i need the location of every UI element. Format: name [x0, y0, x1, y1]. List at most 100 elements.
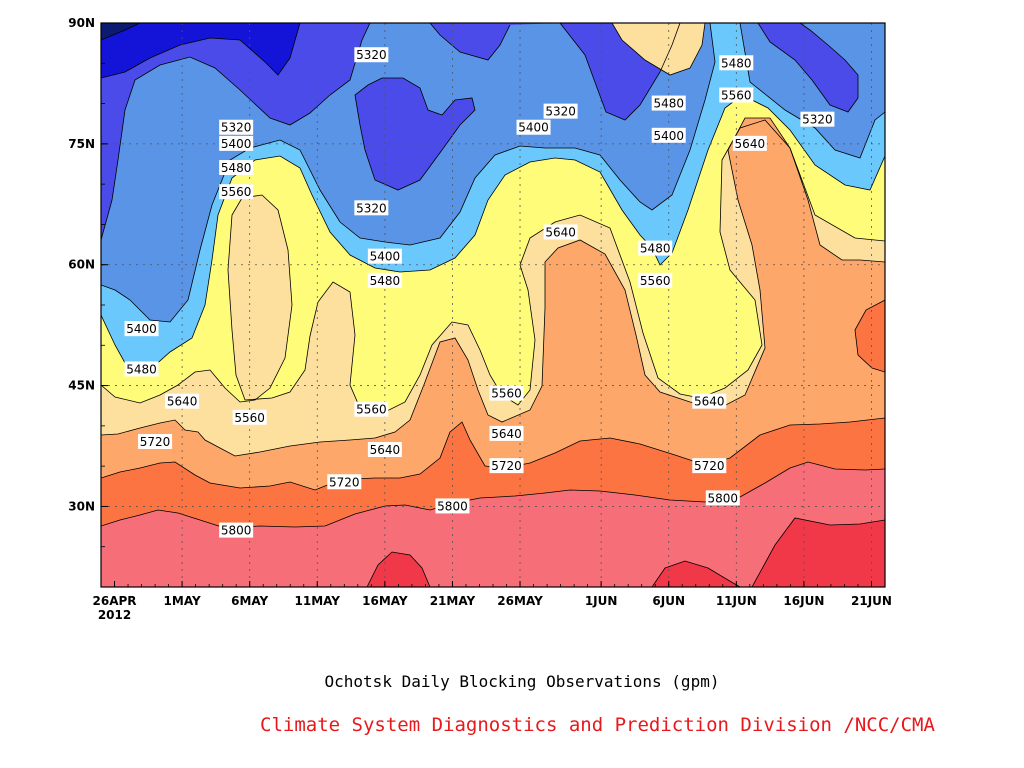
- x-tick-label: 1MAY: [164, 594, 201, 608]
- contour-label: 5720: [692, 458, 727, 474]
- contour-label-text: 5320: [221, 121, 252, 135]
- band-gt-5880-a: [101, 462, 885, 587]
- band-feature-3: [758, 23, 858, 112]
- contour-label: 5400: [516, 119, 551, 135]
- contour-label-text: 5560: [491, 387, 522, 401]
- contour-label-text: 5720: [694, 459, 725, 473]
- contour-label: 5480: [651, 95, 686, 111]
- contour-label: 5800: [219, 522, 254, 538]
- contour-label: 5560: [219, 184, 254, 200]
- contour-label-box: [165, 393, 200, 409]
- contour-label: 5720: [138, 433, 173, 449]
- contour-label: 5320: [543, 103, 578, 119]
- contour-label-box: [219, 184, 254, 200]
- contour-label: 5400: [219, 135, 254, 151]
- y-tick-label: 45N: [68, 379, 95, 393]
- contour-label-box: [651, 127, 686, 143]
- contour-label-text: 5480: [653, 97, 684, 111]
- contour-label-text: 5480: [721, 56, 752, 70]
- y-tick-label: 30N: [68, 499, 95, 513]
- contour-label-box: [219, 160, 254, 176]
- contour-label: 5800: [705, 490, 740, 506]
- contour-label-box: [232, 409, 267, 425]
- contour-label-text: 5560: [640, 274, 671, 288]
- contour-label-text: 5480: [370, 274, 401, 288]
- contour-label-box: [651, 95, 686, 111]
- contour-label: 5400: [124, 321, 159, 337]
- contour-label-box: [327, 474, 362, 490]
- y-tick-label: 90N: [68, 16, 95, 30]
- contour-label-text: 5400: [370, 250, 401, 264]
- contour-label-box: [638, 240, 673, 256]
- x-tick-label: 21MAY: [430, 594, 476, 608]
- contour-label: 5480: [638, 240, 673, 256]
- contour-label-box: [138, 433, 173, 449]
- x-tick-label: 21JUN: [851, 594, 892, 608]
- band-feature-2: [612, 23, 705, 75]
- contour-label: 5640: [489, 425, 524, 441]
- x-tick-label: 16MAY: [362, 594, 408, 608]
- contour-label-text: 5640: [370, 443, 401, 457]
- contour-label: 5560: [719, 87, 754, 103]
- contour-label-box: [543, 103, 578, 119]
- x-tick-label: 11JUN: [716, 594, 757, 608]
- contour-label-box: [124, 361, 159, 377]
- x-year-label: 2012: [98, 608, 131, 622]
- contour-label-text: 5640: [491, 427, 522, 441]
- contour-label-box: [367, 248, 402, 264]
- x-tick-label: 26APR: [93, 594, 137, 608]
- contour-label-text: 5560: [721, 89, 752, 103]
- contour-label: 5320: [800, 111, 835, 127]
- contour-label: 5320: [354, 47, 389, 63]
- contour-label: 5480: [219, 160, 254, 176]
- contour-label-text: 5800: [437, 499, 468, 513]
- contour-label-text: 5400: [518, 121, 549, 135]
- contour-label-box: [367, 442, 402, 458]
- x-tick-label: 16JUN: [783, 594, 824, 608]
- x-tick-label: 6MAY: [231, 594, 268, 608]
- contour-label-text: 5560: [234, 411, 265, 425]
- contour-label-box: [354, 200, 389, 216]
- contour-lines: [101, 23, 885, 587]
- contour-label-text: 5800: [708, 491, 739, 505]
- contour-label-box: [354, 47, 389, 63]
- contour-label-box: [219, 135, 254, 151]
- contour-label: 5640: [367, 442, 402, 458]
- contour-label: 5560: [354, 401, 389, 417]
- contour-label-box: [719, 55, 754, 71]
- x-tick-label: 26MAY: [497, 594, 543, 608]
- contour-label: 5560: [638, 272, 673, 288]
- contour-label-text: 5320: [356, 201, 387, 215]
- contour-label-text: 5480: [640, 242, 671, 256]
- contour-label: 5320: [354, 200, 389, 216]
- contour-label-text: 5480: [126, 362, 157, 376]
- contour-label: 5560: [232, 409, 267, 425]
- contour-label-box: [489, 458, 524, 474]
- band-feature-1: [355, 78, 475, 190]
- contour-label: 5800: [435, 498, 470, 514]
- contour-label-text: 5400: [653, 129, 684, 143]
- contour-label-box: [516, 119, 551, 135]
- band-gt-5880-core-2: [652, 561, 740, 587]
- contour-label-box: [367, 272, 402, 288]
- contour-label-text: 5320: [545, 105, 576, 119]
- contour-label-text: 5560: [356, 403, 387, 417]
- contour-label-box: [489, 425, 524, 441]
- contour-label: 5560: [489, 385, 524, 401]
- y-tick-label: 75N: [68, 137, 95, 151]
- contour-label: 5400: [651, 127, 686, 143]
- contour-label-box: [732, 135, 767, 151]
- contour-label: 5720: [327, 474, 362, 490]
- contour-label-box: [219, 522, 254, 538]
- contour-label-box: [638, 272, 673, 288]
- contour-label-text: 5400: [126, 322, 157, 336]
- contour-label-box: [354, 401, 389, 417]
- contour-label-text: 5640: [735, 137, 766, 151]
- contour-label-text: 5640: [167, 395, 198, 409]
- contour-label: 5320: [219, 119, 254, 135]
- contour-label-text: 5400: [221, 137, 252, 151]
- contour-label: 5480: [719, 55, 754, 71]
- contour-label-box: [124, 321, 159, 337]
